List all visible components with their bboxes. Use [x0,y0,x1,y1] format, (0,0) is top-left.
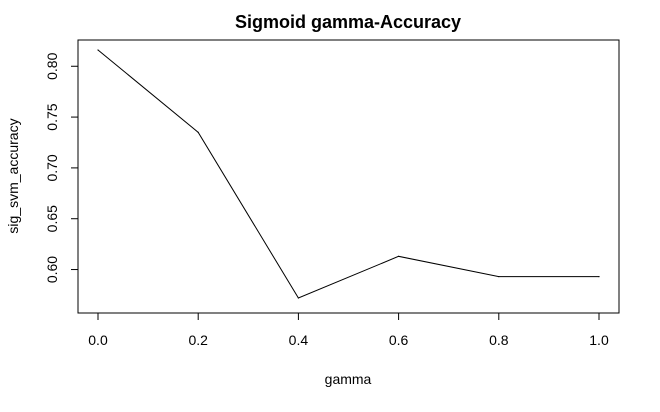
plot-box [77,39,620,314]
data-point [598,276,600,278]
data-point [297,297,299,299]
x-axis-title: gamma [325,371,372,387]
y-tick-label: 0.75 [44,103,60,130]
data-point [398,255,400,257]
x-axis: 0.0 0.2 0.4 0.6 0.8 1.0 [88,312,609,348]
data-point [197,131,199,133]
data-point [97,49,99,51]
series-layer [97,49,600,299]
data-point [498,276,500,278]
chart-title: Sigmoid gamma-Accuracy [235,12,461,32]
x-tick-label: 0.2 [188,332,208,348]
x-tick-label: 1.0 [589,332,609,348]
y-axis-title: sig_svm_accuracy [5,118,21,233]
series-line [97,49,599,299]
x-tick-label: 0.0 [88,332,108,348]
y-tick-label: 0.60 [44,256,60,283]
y-tick-label: 0.80 [44,52,60,79]
y-tick-label: 0.65 [44,205,60,232]
y-tick-label: 0.70 [44,154,60,181]
x-tick-label: 0.8 [489,332,509,348]
y-axis: 0.60 0.65 0.70 0.75 0.80 [44,52,79,283]
x-tick-label: 0.4 [289,332,309,348]
x-tick-label: 0.6 [389,332,409,348]
